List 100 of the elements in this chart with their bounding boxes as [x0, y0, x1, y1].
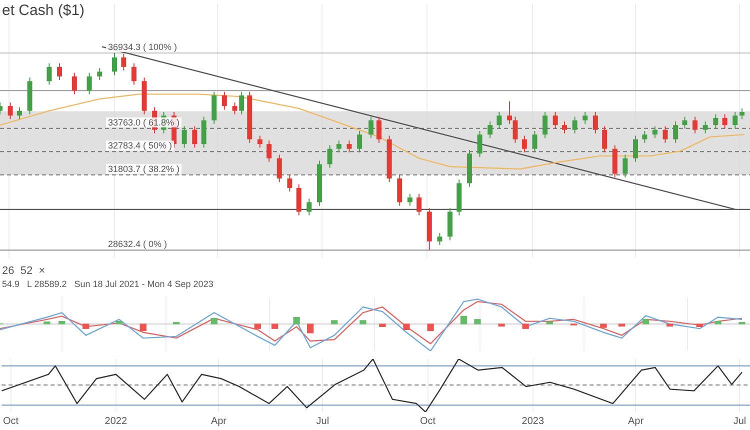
candlestick [572, 116, 578, 134]
candlestick [477, 130, 482, 158]
candlestick [592, 112, 598, 134]
candlestick [46, 62, 52, 86]
candlestick [652, 126, 658, 139]
candlestick [86, 72, 92, 95]
x-tick-label: Oct [2, 416, 19, 427]
bar [546, 322, 553, 324]
candlestick [622, 154, 628, 178]
bar [306, 324, 314, 334]
candlestick [512, 116, 518, 144]
candlestick [662, 126, 668, 144]
candlestick [368, 116, 374, 139]
bar [82, 324, 90, 329]
bar [498, 324, 505, 326]
x-tick-label: 2023 [522, 416, 544, 427]
bar [642, 319, 650, 324]
ref-line-label: 32783.4 ( 50% ) [108, 140, 172, 151]
candlestick [739, 108, 744, 120]
x-tick-label: Apr [628, 416, 644, 427]
candlestick [532, 130, 538, 153]
candlestick [296, 184, 302, 216]
candlestick [192, 126, 198, 148]
bar [44, 322, 50, 324]
text: 54.9 L 28589.2 Sun 18 Jul 2021 - Mon 4 Sep 2023 [2, 279, 214, 289]
candlestick [201, 116, 206, 148]
bar [271, 324, 278, 329]
candlestick [287, 174, 292, 192]
candlestick [702, 121, 708, 134]
candlestick [232, 102, 238, 115]
x-tick-label: 2022 [104, 416, 128, 427]
candlestick [496, 112, 502, 130]
bar [360, 320, 366, 324]
candlestick [507, 100, 512, 124]
bar [696, 324, 703, 328]
candlestick [562, 121, 568, 134]
bar [331, 320, 338, 324]
candlestick [336, 140, 342, 153]
candlestick [222, 91, 227, 110]
bar [522, 324, 529, 329]
ref-line-label: 31803.7 ( 38.2% ) [108, 164, 180, 174]
candlestick [542, 112, 548, 139]
candlestick [582, 112, 588, 124]
ref-line-label: 36934.3 ( 100% ) [108, 42, 178, 52]
candlestick [239, 91, 244, 115]
candlestick [722, 114, 728, 130]
bar [474, 319, 481, 324]
candlestick [57, 62, 62, 80]
bar [379, 324, 386, 328]
candlestick [112, 52, 118, 76]
candlestick [276, 154, 282, 183]
x-tick-label: Jul [733, 416, 746, 427]
candlestick [327, 144, 332, 168]
candlestick [642, 130, 648, 144]
bar [254, 324, 261, 329]
ref-line-label: 28632.4 ( 0% ) [108, 239, 168, 250]
chart-title: et Cash ($1) [2, 2, 85, 19]
candlestick [346, 140, 352, 153]
candlestick [266, 140, 272, 162]
bar [714, 320, 722, 324]
candlestick [8, 102, 13, 120]
bar [600, 324, 607, 328]
candlestick [16, 106, 22, 120]
candlestick [131, 62, 136, 86]
bar [666, 324, 674, 326]
candlestick [602, 126, 608, 153]
bar [427, 324, 434, 332]
candlestick [732, 112, 738, 130]
bar [210, 318, 218, 324]
candlestick [692, 116, 698, 134]
candlestick [306, 198, 312, 216]
text: 26 52 × [2, 265, 46, 277]
bar [460, 316, 468, 324]
candlestick [397, 174, 402, 206]
candlestick [416, 193, 422, 216]
x-tick-label: Oct [420, 416, 436, 427]
bar [403, 324, 410, 330]
ref-line-label: 33763.0 ( 61.8% ) [108, 117, 180, 128]
candlestick [72, 72, 77, 95]
candlestick [121, 53, 126, 71]
candlestick [407, 193, 412, 206]
candlestick [682, 116, 688, 130]
candlestick [97, 68, 102, 80]
candlestick [257, 135, 262, 148]
bar [618, 324, 626, 326]
x-tick-label: Apr [210, 416, 228, 427]
candlestick [488, 121, 493, 139]
candlestick [376, 116, 382, 144]
bar [116, 320, 122, 324]
candlestick [713, 114, 718, 130]
candlestick [357, 130, 362, 153]
candlestick [673, 121, 678, 144]
bar [58, 320, 66, 324]
x-tick-label: Jul [316, 416, 330, 427]
candlestick [552, 112, 558, 130]
candlestick [522, 135, 527, 153]
candlestick [182, 126, 187, 148]
candlestick [437, 232, 442, 246]
bar [140, 324, 146, 332]
candlestick [632, 135, 638, 162]
